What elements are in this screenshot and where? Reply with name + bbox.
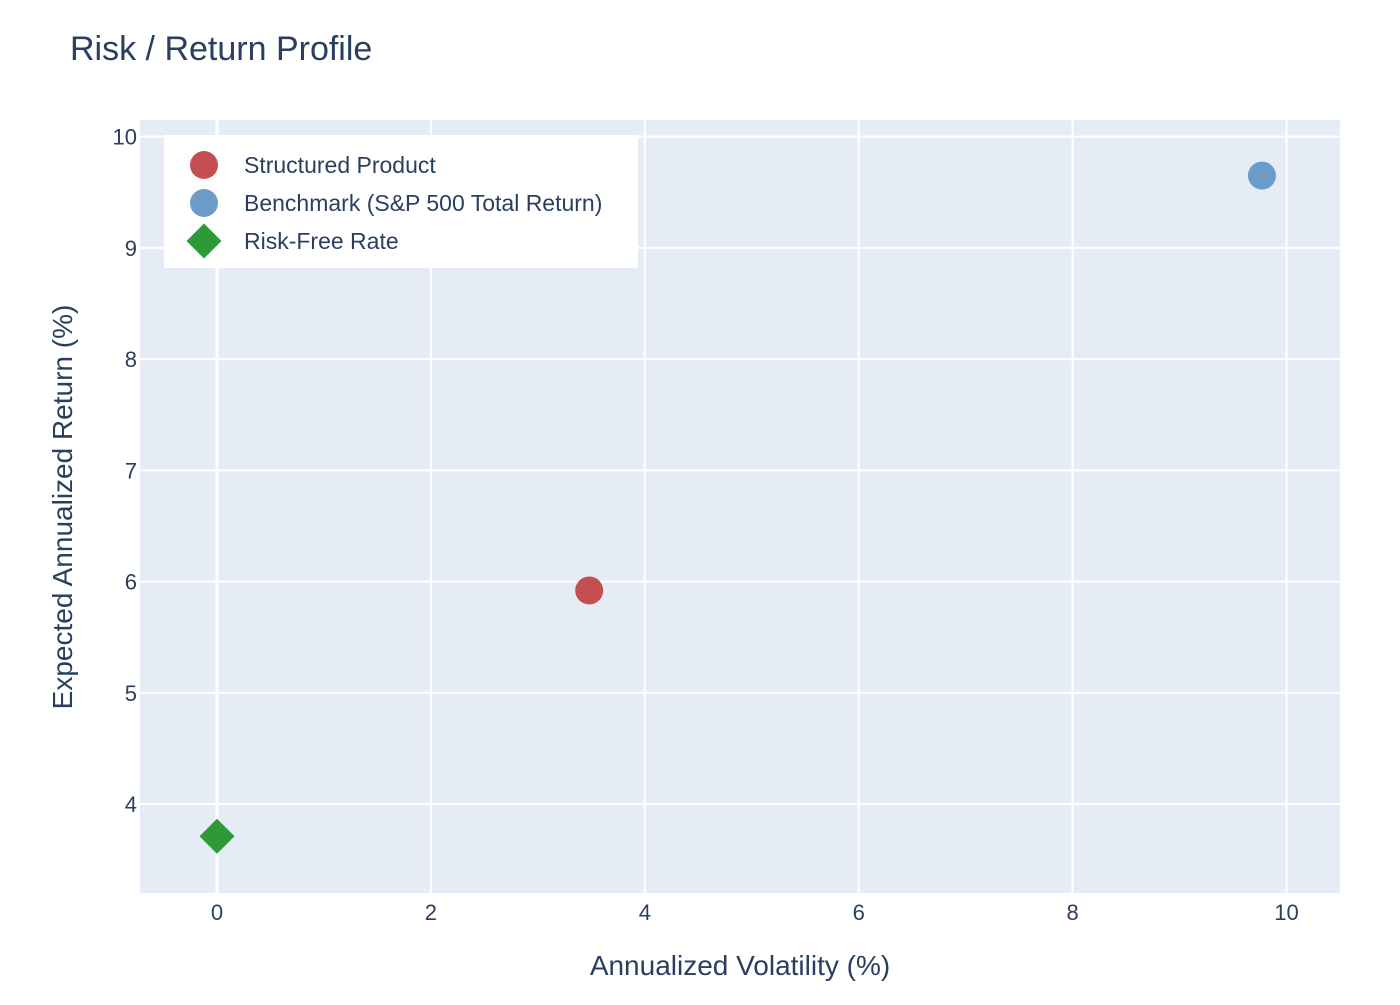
- tick-label-layer: 0 2 4 6 8 10 4 5 6 7 8 9 10: [113, 125, 1299, 925]
- y-tick-label: 9: [125, 236, 137, 261]
- legend-label: Risk-Free Rate: [244, 228, 399, 254]
- y-tick-label: 5: [125, 681, 137, 706]
- data-point: [1247, 161, 1276, 190]
- y-axis-label: Expected Annualized Return (%): [47, 305, 78, 710]
- legend: Structured Product Benchmark (S&P 500 Tot…: [186, 151, 602, 259]
- y-tick-label: 10: [113, 125, 137, 150]
- legend-marker: [190, 189, 218, 217]
- y-tick-label: 6: [125, 570, 137, 595]
- legend-label: Structured Product: [244, 152, 436, 178]
- legend-label: Benchmark (S&P 500 Total Return): [244, 190, 602, 216]
- x-tick-label: 10: [1274, 900, 1298, 925]
- legend-marker: [186, 223, 222, 259]
- x-tick-label: 8: [1066, 900, 1078, 925]
- y-tick-label: 8: [125, 347, 137, 372]
- x-tick-label: 4: [639, 900, 651, 925]
- chart-title: Risk / Return Profile: [70, 30, 372, 68]
- y-tick-label: 4: [125, 792, 137, 817]
- grid-layer: [140, 120, 1340, 893]
- x-tick-label: 0: [211, 900, 223, 925]
- y-tick-label: 7: [125, 458, 137, 483]
- data-point-layer: [199, 161, 1276, 854]
- x-tick-label: 2: [425, 900, 437, 925]
- data-point: [575, 576, 604, 605]
- legend-box: [164, 135, 638, 268]
- data-point: [199, 818, 235, 854]
- legend-marker: [190, 151, 218, 179]
- x-axis-label: Annualized Volatility (%): [590, 950, 890, 981]
- x-tick-label: 6: [853, 900, 865, 925]
